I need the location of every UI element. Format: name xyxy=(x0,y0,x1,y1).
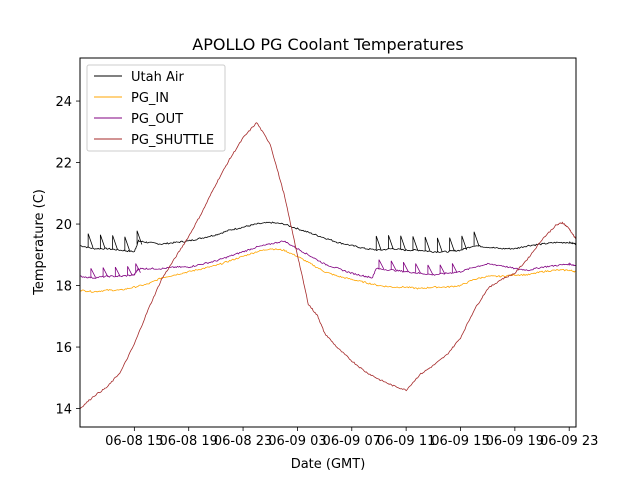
series-spike xyxy=(403,261,409,272)
y-tick-label: 14 xyxy=(55,403,72,418)
x-tick-label: 06-09 15 xyxy=(431,434,489,449)
legend-box xyxy=(86,64,226,152)
x-tick-label: 06-08 15 xyxy=(105,434,163,449)
series-spike xyxy=(135,263,141,273)
y-axis: 14 16 18 20 22 24 xyxy=(55,95,80,418)
series-spike xyxy=(449,237,455,252)
series-spike xyxy=(415,263,421,273)
series-layer xyxy=(79,122,577,410)
series-spike xyxy=(136,230,143,245)
series-spike xyxy=(436,237,443,252)
series-spike xyxy=(427,264,433,275)
x-axis-label: Date (GMT) xyxy=(291,457,366,472)
series-line-pg-shuttle xyxy=(79,122,577,410)
series-spike xyxy=(127,266,133,276)
legend-label: PG_OUT xyxy=(131,112,183,127)
y-tick-label: 20 xyxy=(55,218,72,233)
series-spike xyxy=(473,231,480,246)
legend-label: PG_SHUTTLE xyxy=(131,133,214,148)
series-spike xyxy=(412,236,419,251)
series-spike xyxy=(388,235,394,250)
series-spike xyxy=(124,236,130,251)
series-spike xyxy=(461,235,467,250)
series-spike xyxy=(400,235,406,250)
legend: Utah Air PG_IN PG_OUT PG_SHUTTLE xyxy=(86,64,226,152)
y-tick-label: 22 xyxy=(55,157,72,172)
series-spike xyxy=(451,263,458,273)
series-spike xyxy=(99,234,106,249)
y-tick-label: 18 xyxy=(55,280,72,295)
series-spike xyxy=(90,268,96,278)
series-spike xyxy=(439,264,446,275)
series-line-pg-in xyxy=(79,248,577,293)
x-tick-label: 06-09 19 xyxy=(486,434,544,449)
legend-label: Utah Air xyxy=(131,70,184,85)
series-line-pg-out xyxy=(79,240,577,279)
y-tick-label: 24 xyxy=(55,95,72,110)
series-spike xyxy=(424,236,431,251)
x-tick-label: 06-08 23 xyxy=(214,434,272,449)
y-tick-label: 16 xyxy=(55,341,72,356)
legend-label: PG_IN xyxy=(131,91,169,106)
x-tick-label: 06-08 19 xyxy=(159,434,217,449)
plot-frame xyxy=(79,57,577,428)
series-spike xyxy=(378,259,385,270)
series-spike xyxy=(87,233,94,248)
x-tick-label: 06-09 07 xyxy=(323,434,381,449)
chart-title: APOLLO PG Coolant Temperatures xyxy=(192,35,463,54)
x-tick-label: 06-09 11 xyxy=(377,434,435,449)
series-spike xyxy=(102,267,109,277)
x-tick-label: 06-09 03 xyxy=(268,434,326,449)
series-spike xyxy=(112,235,118,250)
y-axis-label: Temperature (C) xyxy=(32,189,47,296)
series-spike xyxy=(390,260,397,271)
x-tick-label: 06-09 23 xyxy=(540,434,598,449)
series-line-utah-air xyxy=(79,221,577,253)
series-spike xyxy=(375,235,382,251)
series-spike xyxy=(114,266,121,277)
